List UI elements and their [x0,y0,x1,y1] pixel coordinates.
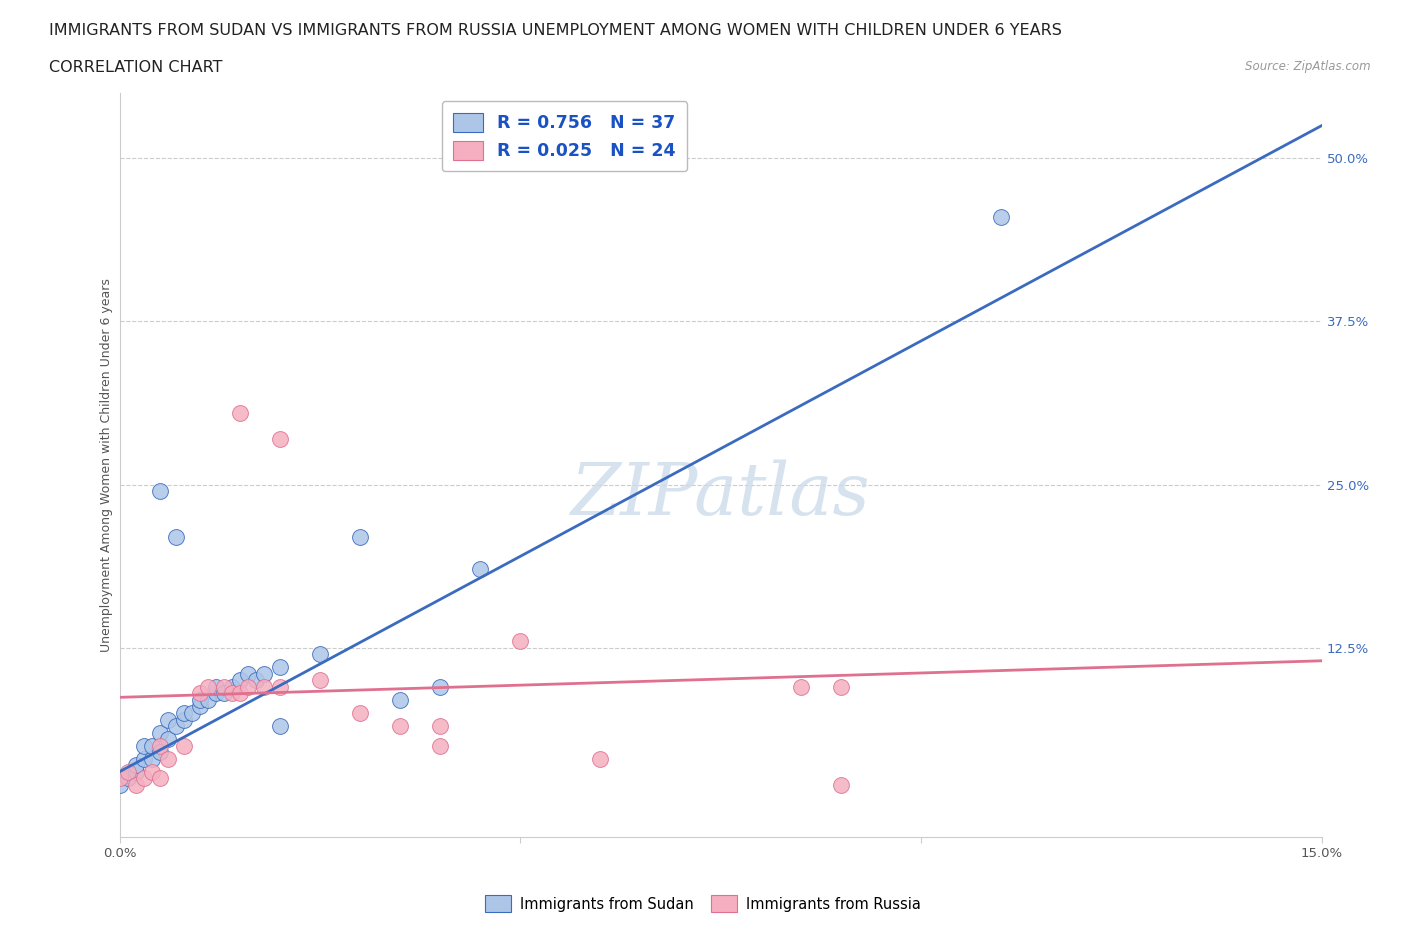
Point [149,745,172,760]
Point [388,719,412,734]
Point [108,777,131,792]
Point [349,706,371,721]
Point [165,719,187,734]
Point [236,667,259,682]
Legend: Immigrants from Sudan, Immigrants from Russia: Immigrants from Sudan, Immigrants from R… [479,890,927,918]
Point [132,771,155,786]
Point [830,680,852,695]
Point [156,712,179,727]
Point [228,405,252,420]
Point [188,693,211,708]
Point [188,699,211,714]
Point [990,209,1012,224]
Point [124,758,146,773]
Point [132,751,155,766]
Point [309,647,332,662]
Point [132,738,155,753]
Point [269,680,291,695]
Point [108,771,131,786]
Legend: R = 0.756   N = 37, R = 0.025   N = 24: R = 0.756 N = 37, R = 0.025 N = 24 [441,101,688,171]
Point [212,686,235,701]
Point [180,706,202,721]
Text: ZIPatlas: ZIPatlas [571,459,870,530]
Point [204,686,226,701]
Point [830,777,852,792]
Point [156,732,179,747]
Point [589,751,612,766]
Point [149,738,172,753]
Point [124,764,146,779]
Point [156,751,179,766]
Point [197,680,219,695]
Point [269,660,291,675]
Point [269,719,291,734]
Point [245,673,267,688]
Point [228,686,252,701]
Point [141,764,163,779]
Text: Source: ZipAtlas.com: Source: ZipAtlas.com [1246,60,1371,73]
Point [309,673,332,688]
Point [117,764,139,779]
Point [173,712,195,727]
Point [212,680,235,695]
Point [790,680,813,695]
Point [173,706,195,721]
Point [221,686,243,701]
Point [349,529,371,544]
Point [236,680,259,695]
Point [429,738,451,753]
Point [253,667,276,682]
Point [429,680,451,695]
Point [197,693,219,708]
Point [124,777,146,792]
Point [149,725,172,740]
Point [429,719,451,734]
Point [141,751,163,766]
Point [149,771,172,786]
Point [228,673,252,688]
Point [269,432,291,446]
Y-axis label: Unemployment Among Women with Children Under 6 years: Unemployment Among Women with Children U… [100,278,112,652]
Point [388,693,412,708]
Point [173,738,195,753]
Point [149,484,172,498]
Text: IMMIGRANTS FROM SUDAN VS IMMIGRANTS FROM RUSSIA UNEMPLOYMENT AMONG WOMEN WITH CH: IMMIGRANTS FROM SUDAN VS IMMIGRANTS FROM… [49,23,1062,38]
Point [204,680,226,695]
Point [165,529,187,544]
Point [509,633,531,648]
Text: CORRELATION CHART: CORRELATION CHART [49,60,222,75]
Point [117,771,139,786]
Point [221,680,243,695]
Point [253,680,276,695]
Point [468,562,492,577]
Point [188,686,211,701]
Point [141,738,163,753]
